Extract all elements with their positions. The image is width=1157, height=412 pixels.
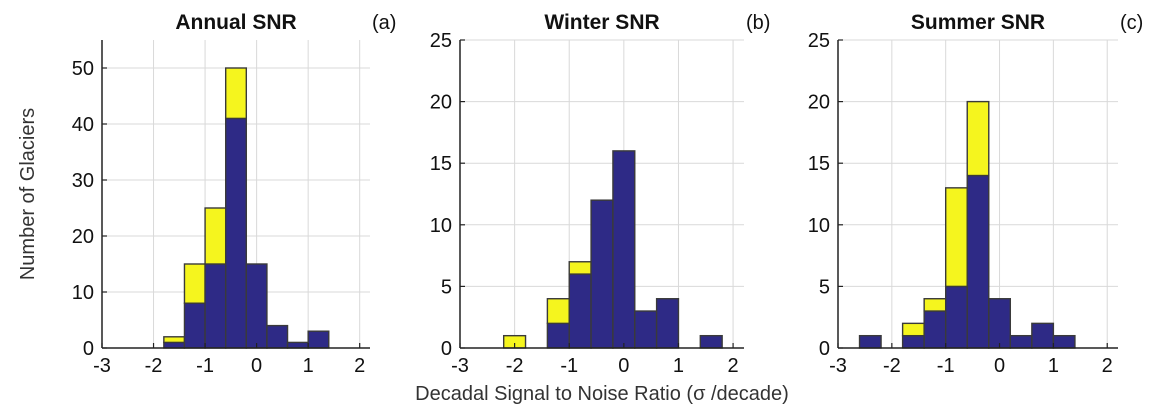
bar-segment-primary xyxy=(655,298,680,349)
bar-segment-secondary xyxy=(944,187,968,288)
bar-segment-secondary xyxy=(966,100,990,177)
bar-segment-primary xyxy=(1031,322,1055,349)
y-tick-label: 30 xyxy=(72,170,94,192)
panel-tag-label: (b) xyxy=(746,12,770,34)
x-tick-label: 1 xyxy=(303,355,314,377)
y-tick-label: 20 xyxy=(430,92,452,114)
bar-segment-primary xyxy=(1009,334,1033,349)
bar-segment-secondary xyxy=(224,67,248,120)
x-tick-label: 2 xyxy=(354,355,365,377)
x-tick-label: 2 xyxy=(728,355,739,377)
panel-title: Winter SNR xyxy=(544,11,659,34)
y-tick-label: 25 xyxy=(430,30,452,52)
x-axis-title: Decadal Signal to Noise Ratio (σ /decade… xyxy=(415,383,789,405)
bar-segment-secondary xyxy=(546,298,570,325)
bar-segment-primary xyxy=(266,324,289,349)
bar-segment-primary xyxy=(245,263,268,349)
panel-tag-label: (a) xyxy=(372,12,396,34)
bar-segment-primary xyxy=(1052,334,1076,349)
x-tick-label: -3 xyxy=(451,355,469,377)
bar-segment-primary xyxy=(923,310,947,349)
y-tick-label: 15 xyxy=(808,153,830,175)
bar-segment-secondary xyxy=(204,207,227,265)
x-tick-label: -1 xyxy=(560,355,578,377)
x-tick-label: -2 xyxy=(145,355,163,377)
x-tick-label: 1 xyxy=(1048,355,1059,377)
x-tick-label: -3 xyxy=(93,355,111,377)
x-tick-label: 0 xyxy=(618,355,629,377)
y-tick-label: 0 xyxy=(83,338,94,360)
bar-segment-secondary xyxy=(901,322,925,337)
x-tick-label: 1 xyxy=(673,355,684,377)
y-tick-label: 10 xyxy=(808,215,830,237)
bar-segment-primary xyxy=(163,341,186,349)
x-tick-label: -2 xyxy=(883,355,901,377)
x-tick-label: -2 xyxy=(506,355,524,377)
bar-segment-primary xyxy=(546,322,570,349)
y-tick-label: 10 xyxy=(72,282,94,304)
bar-segment-primary xyxy=(634,310,658,349)
bar-segment-primary xyxy=(568,273,592,349)
y-tick-label: 15 xyxy=(430,153,452,175)
bar-segment-primary xyxy=(224,117,248,349)
bar-segment-primary xyxy=(858,334,882,349)
x-tick-label: -1 xyxy=(937,355,955,377)
panel-title: Annual SNR xyxy=(175,11,296,34)
bar-segment-primary xyxy=(307,330,330,349)
bar-segment-primary xyxy=(944,285,968,349)
bar-segment-primary xyxy=(612,150,636,349)
y-tick-label: 0 xyxy=(441,338,452,360)
y-axis-title: Number of Glaciers xyxy=(17,108,39,280)
y-tick-label: 20 xyxy=(72,226,94,248)
y-tick-label: 10 xyxy=(430,215,452,237)
x-tick-label: -1 xyxy=(196,355,214,377)
y-tick-label: 20 xyxy=(808,92,830,114)
y-tick-label: 5 xyxy=(819,276,830,298)
bar-segment-secondary xyxy=(163,336,186,344)
y-tick-label: 0 xyxy=(819,338,830,360)
y-tick-label: 40 xyxy=(72,114,94,136)
bar-segment-primary xyxy=(699,334,723,349)
bar-segment-primary xyxy=(590,199,614,349)
y-tick-label: 50 xyxy=(72,58,94,80)
x-tick-label: 0 xyxy=(251,355,262,377)
panel-title: Summer SNR xyxy=(911,11,1045,34)
bar-segment-primary xyxy=(901,334,925,349)
bar-segment-primary xyxy=(286,341,309,349)
bar-segment-primary xyxy=(183,302,206,349)
x-tick-label: 0 xyxy=(994,355,1005,377)
bar-segment-primary xyxy=(966,174,990,349)
y-tick-label: 25 xyxy=(808,30,830,52)
panel-tag-label: (c) xyxy=(1120,12,1143,34)
bar-segment-secondary xyxy=(568,261,592,275)
y-tick-label: 5 xyxy=(441,276,452,298)
bar-segment-primary xyxy=(204,263,227,349)
bar-segment-secondary xyxy=(923,298,947,312)
bar-segment-secondary xyxy=(183,263,206,304)
bar-segment-primary xyxy=(988,298,1012,349)
x-tick-label: 2 xyxy=(1102,355,1113,377)
x-tick-label: -3 xyxy=(829,355,847,377)
